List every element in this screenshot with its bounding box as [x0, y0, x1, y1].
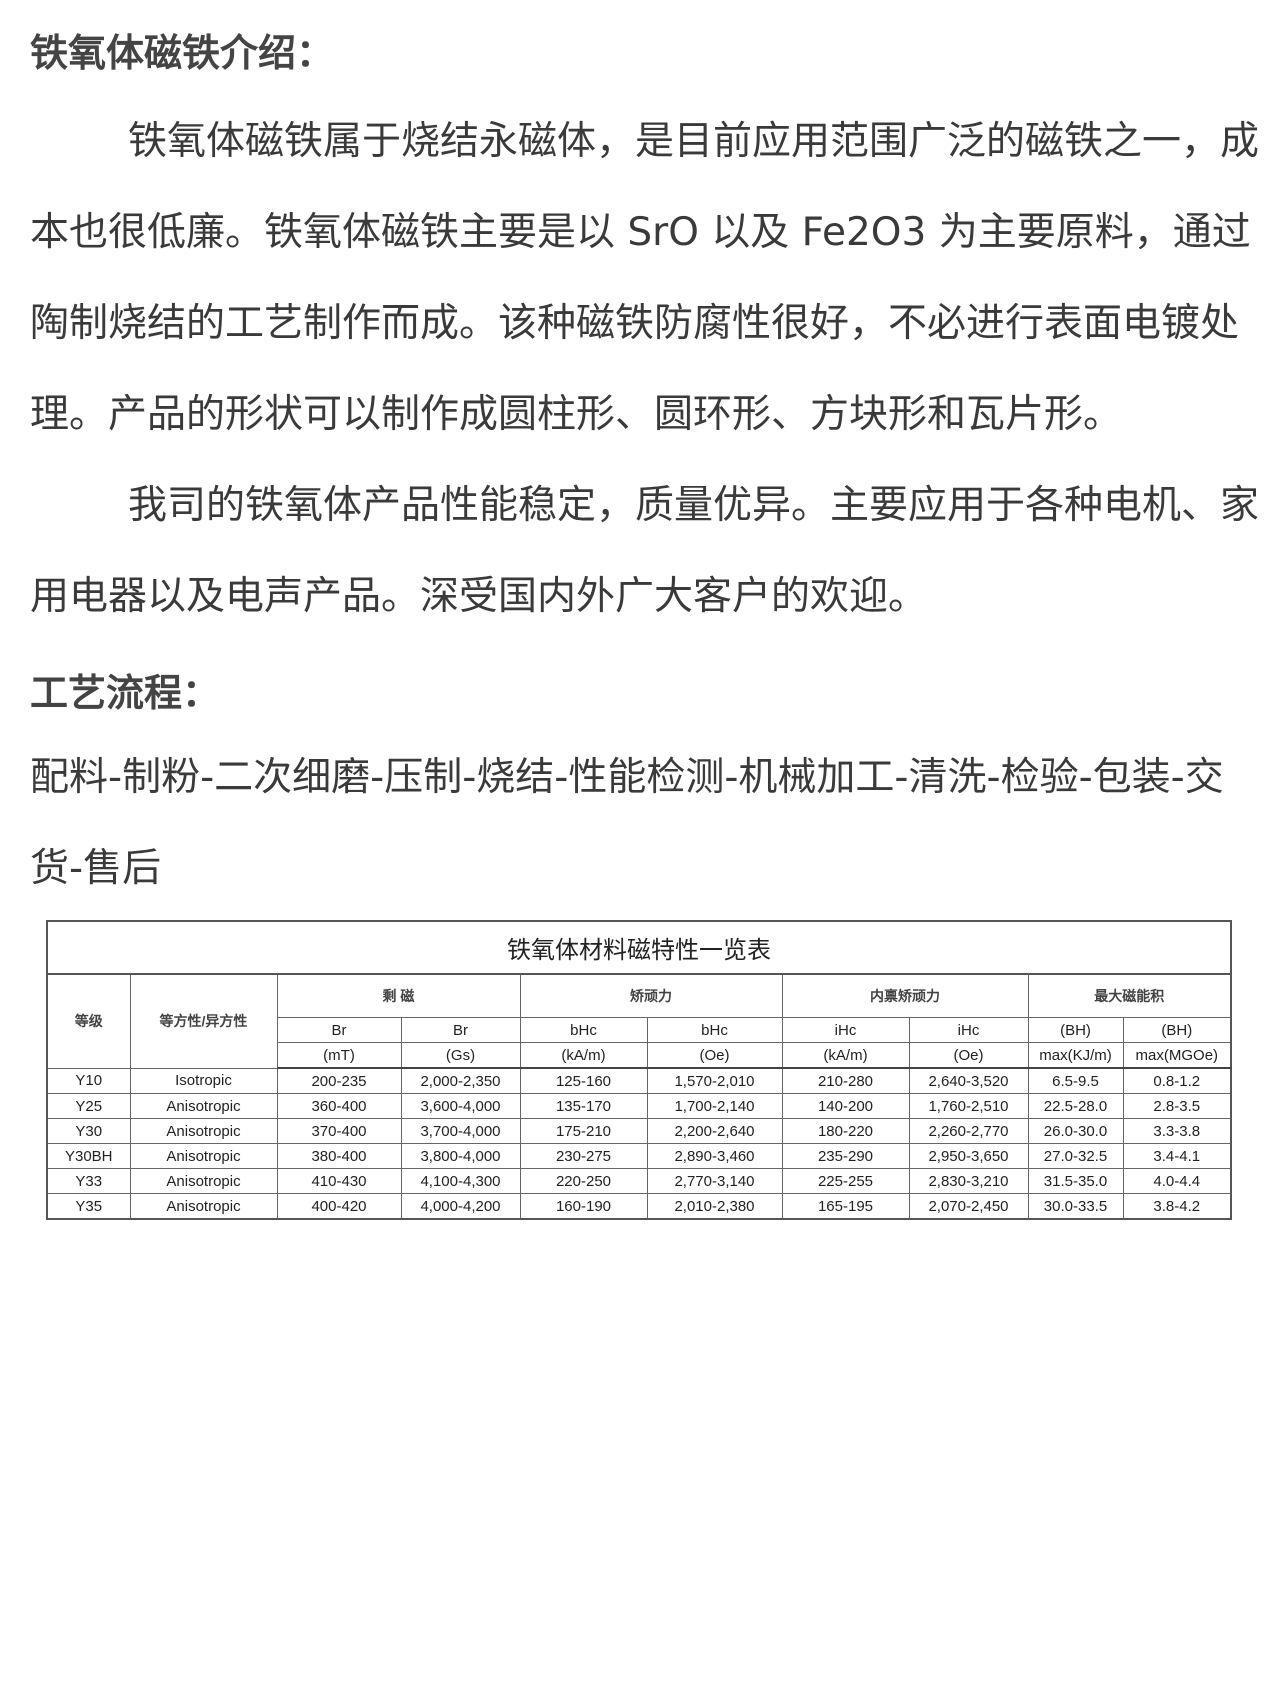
- table-cell: Y30: [46, 1118, 131, 1144]
- table-cell: 26.0-30.0: [1027, 1118, 1124, 1144]
- table-cell: Y10: [46, 1067, 131, 1094]
- table-cell: 370-400: [276, 1118, 402, 1144]
- table-cell: 1,700-2,140: [646, 1093, 783, 1119]
- table-cell: 2,890-3,460: [646, 1143, 783, 1169]
- table-cell: 140-200: [781, 1093, 910, 1119]
- unit-header: (kA/m): [519, 1042, 648, 1069]
- table-cell: 3.8-4.2: [1122, 1193, 1232, 1220]
- table-cell: 1,760-2,510: [908, 1093, 1029, 1119]
- table-cell: 3.4-4.1: [1122, 1143, 1232, 1169]
- table-cell: 22.5-28.0: [1027, 1093, 1124, 1119]
- table-cell: 220-250: [519, 1168, 648, 1194]
- table-cell: 2,950-3,650: [908, 1143, 1029, 1169]
- table-row: Y33 Anisotropic 410-430 4,100-4,300 220-250 2…: [46, 1168, 1232, 1194]
- table-cell: Anisotropic: [129, 1193, 278, 1220]
- table-cell: 360-400: [276, 1093, 402, 1119]
- table-cell: 1,570-2,010: [646, 1067, 783, 1094]
- param-header-row: Br Br bHc bHc iHc iHc (BH) (BH): [47, 1017, 1232, 1043]
- table-row: Y30 Anisotropic 370-400 3,700-4,000 175-210 2…: [46, 1118, 1232, 1144]
- table-cell: 30.0-33.5: [1027, 1193, 1124, 1220]
- table-cell: Anisotropic: [129, 1168, 278, 1194]
- param-header: iHc: [781, 1017, 910, 1043]
- table-cell: 2.8-3.5: [1122, 1093, 1232, 1119]
- table-cell: Isotropic: [129, 1067, 278, 1094]
- table-cell: 135-170: [519, 1093, 648, 1119]
- unit-header: max(KJ/m): [1027, 1042, 1124, 1069]
- unit-header: (Gs): [400, 1042, 521, 1069]
- table-cell: 6.5-9.5: [1027, 1067, 1124, 1094]
- type-header: 等方性/异方性: [129, 973, 278, 1069]
- process-heading: 工艺流程：: [30, 671, 221, 715]
- table-cell: 2,000-2,350: [400, 1067, 521, 1094]
- table-cell: 3,800-4,000: [400, 1143, 521, 1169]
- grade-header: 等级: [46, 973, 131, 1069]
- table-cell: 2,070-2,450: [908, 1193, 1029, 1220]
- intro-paragraph-2: 我司的铁氧体产品性能稳定，质量优异。主要应用于各种电机、家用电器以及电声产品。深…: [30, 483, 1260, 619]
- table-cell: 235-290: [781, 1143, 910, 1169]
- unit-header: (Oe): [646, 1042, 783, 1069]
- table-cell: Y33: [46, 1168, 131, 1194]
- unit-header: (mT): [276, 1042, 402, 1069]
- table-cell: 180-220: [781, 1118, 910, 1144]
- table-cell: Y25: [46, 1093, 131, 1119]
- unit-header: (kA/m): [781, 1042, 910, 1069]
- table-cell: 210-280: [781, 1067, 910, 1094]
- table-cell: 3,700-4,000: [400, 1118, 521, 1144]
- table-cell: 200-235: [276, 1067, 402, 1094]
- table-cell: 400-420: [276, 1193, 402, 1220]
- table-body: Y10 Isotropic 200-235 2,000-2,350 125-160 1,5…: [46, 1067, 1232, 1220]
- param-header: (BH): [1122, 1017, 1232, 1043]
- table-row: Y35 Anisotropic 400-420 4,000-4,200 160-190 2…: [46, 1193, 1232, 1220]
- param-header: bHc: [519, 1017, 648, 1043]
- unit-header: (Oe): [908, 1042, 1029, 1069]
- table-row: Y30BH Anisotropic 380-400 3,800-4,000 230-27…: [46, 1143, 1232, 1169]
- table-cell: 27.0-32.5: [1027, 1143, 1124, 1169]
- table-cell: 225-255: [781, 1168, 910, 1194]
- group-header-intrinsic-coercivity: 内禀矫顽力: [781, 973, 1029, 1018]
- intro-heading: 铁氧体磁铁介绍：: [30, 31, 335, 75]
- param-header: bHc: [646, 1017, 783, 1043]
- table-row: Y25 Anisotropic 360-400 3,600-4,000 135-170 1…: [46, 1093, 1232, 1119]
- table-row: Y10 Isotropic 200-235 2,000-2,350 125-160 1,5…: [46, 1067, 1232, 1094]
- table-cell: 4,000-4,200: [400, 1193, 521, 1220]
- table-cell: 4,100-4,300: [400, 1168, 521, 1194]
- table-cell: 380-400: [276, 1143, 402, 1169]
- table-cell: 2,010-2,380: [646, 1193, 783, 1220]
- table-cell: 2,770-3,140: [646, 1168, 783, 1194]
- param-header: Br: [276, 1017, 402, 1043]
- table-cell: 2,640-3,520: [908, 1067, 1029, 1094]
- table-cell: 160-190: [519, 1193, 648, 1220]
- table-cell: Anisotropic: [129, 1118, 278, 1144]
- table-cell: Anisotropic: [129, 1143, 278, 1169]
- ferrite-properties-table: 铁氧体材料磁特性一览表 等级 等方性/异方性 剩 磁 矫顽力 内禀矫顽力 最大磁…: [46, 920, 1233, 1220]
- table-cell: 410-430: [276, 1168, 402, 1194]
- table-cell: 3,600-4,000: [400, 1093, 521, 1119]
- param-header: iHc: [908, 1017, 1029, 1043]
- unit-header: max(MGOe): [1122, 1042, 1232, 1069]
- param-header: Br: [400, 1017, 521, 1043]
- group-header-coercivity: 矫顽力: [519, 973, 783, 1018]
- table-cell: 2,200-2,640: [646, 1118, 783, 1144]
- intro-paragraph-1: 铁氧体磁铁属于烧结永磁体，是目前应用范围广泛的磁铁之一，成本也很低廉。铁氧体磁铁…: [30, 119, 1260, 437]
- table-cell: 0.8-1.2: [1122, 1067, 1232, 1094]
- table-cell: 3.3-3.8: [1122, 1118, 1232, 1144]
- table-title: 铁氧体材料磁特性一览表: [46, 920, 1232, 975]
- table-cell: 2,830-3,210: [908, 1168, 1029, 1194]
- table-cell: 230-275: [519, 1143, 648, 1169]
- table-cell: 31.5-35.0: [1027, 1168, 1124, 1194]
- group-header-max-energy-product: 最大磁能积: [1027, 973, 1232, 1018]
- param-header: (BH): [1027, 1017, 1124, 1043]
- table-cell: Anisotropic: [129, 1093, 278, 1119]
- table-cell: 2,260-2,770: [908, 1118, 1029, 1144]
- group-header-remanence: 剩 磁: [276, 973, 521, 1018]
- table-cell: 4.0-4.4: [1122, 1168, 1232, 1194]
- table-cell: Y35: [46, 1193, 131, 1220]
- table-cell: 125-160: [519, 1067, 648, 1094]
- table-cell: Y30BH: [46, 1143, 131, 1169]
- table-cell: 165-195: [781, 1193, 910, 1220]
- table-cell: 175-210: [519, 1118, 648, 1144]
- process-steps: 配料-制粉-二次细磨-压制-烧结-性能检测-机械加工-清洗-检验-包装-交货-售…: [30, 755, 1224, 891]
- unit-header-row: (mT) (Gs) (kA/m) (Oe) (kA/m) (Oe) max(KJ/m) max…: [47, 1042, 1232, 1069]
